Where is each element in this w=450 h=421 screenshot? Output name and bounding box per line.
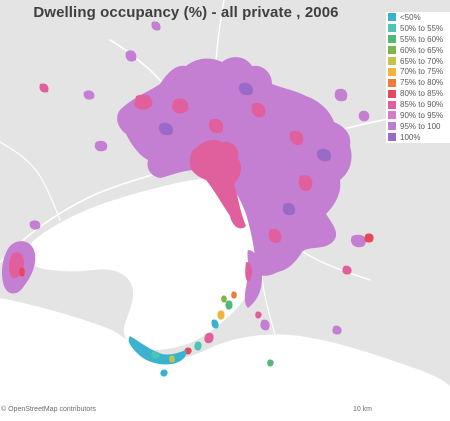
legend-swatch — [388, 133, 396, 142]
legend-item[interactable]: <50% — [386, 12, 450, 23]
bass-strait — [0, 298, 450, 421]
legend-label: <50% — [400, 12, 421, 22]
legend-label: 65% to 70% — [400, 56, 444, 66]
legend-item[interactable]: 80% to 85% — [386, 88, 450, 99]
legend-item[interactable]: 60% to 65% — [386, 45, 450, 56]
legend-item[interactable]: 70% to 75% — [386, 66, 450, 77]
legend-item[interactable]: 65% to 70% — [386, 56, 450, 67]
legend-label: 80% to 85% — [400, 89, 444, 99]
legend[interactable]: <50% 50% to 55% 55% to 60% 60% to 65% 65… — [386, 12, 450, 143]
map-title: Dwelling occupancy (%) - all private , 2… — [33, 4, 339, 21]
legend-swatch — [388, 122, 396, 131]
legend-swatch — [388, 67, 396, 76]
legend-swatch — [388, 57, 396, 65]
legend-item[interactable]: 85% to 90% — [386, 99, 450, 110]
suburb-polygons — [2, 21, 374, 377]
legend-item[interactable]: 75% to 80% — [386, 77, 450, 88]
legend-swatch — [388, 111, 396, 120]
legend-swatch — [388, 35, 396, 44]
legend-label: 90% to 95% — [400, 110, 444, 120]
legend-item[interactable]: 100% — [386, 132, 450, 143]
legend-label: 95% to 100 — [400, 121, 441, 131]
legend-item[interactable]: 90% to 95% — [386, 110, 450, 121]
legend-label: 100% — [400, 132, 421, 142]
legend-swatch — [388, 78, 396, 87]
legend-swatch — [388, 46, 396, 55]
port-phillip-bay — [25, 174, 256, 350]
legend-swatch — [388, 13, 396, 22]
legend-label: 85% to 90% — [400, 100, 444, 110]
legend-label: 60% to 65% — [400, 45, 444, 55]
legend-item[interactable]: 55% to 60% — [386, 34, 450, 45]
legend-item[interactable]: 95% to 100 — [386, 121, 450, 132]
legend-item[interactable]: 50% to 55% — [386, 23, 450, 34]
map-attribution[interactable]: © OpenStreetMap contributors — [1, 406, 97, 413]
legend-swatch — [388, 89, 396, 98]
legend-label: 75% to 80% — [400, 78, 444, 88]
legend-swatch — [388, 24, 396, 33]
legend-swatch — [388, 100, 396, 109]
scale-bar-label: 10 km — [352, 406, 372, 413]
legend-label: 70% to 75% — [400, 67, 444, 77]
legend-label: 50% to 55% — [400, 23, 444, 33]
legend-label: 55% to 60% — [400, 34, 444, 44]
